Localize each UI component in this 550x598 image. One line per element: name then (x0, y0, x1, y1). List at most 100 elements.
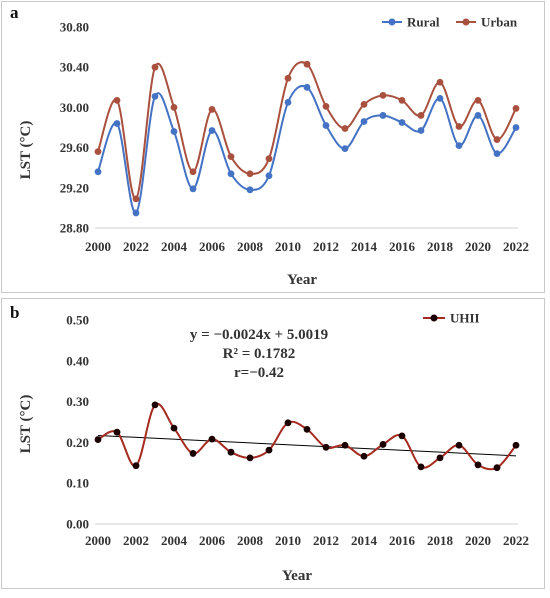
data-point-uhii-2012 (322, 443, 330, 451)
panel-b-x-tick-label: 2008 (237, 533, 264, 548)
data-point-rural-2022 (512, 124, 520, 131)
regression-equation: y = −0.0024x + 5.0019 (190, 327, 328, 343)
data-point-urban-2005 (189, 168, 197, 176)
data-point-rural-2021 (493, 150, 501, 158)
data-point-uhii-2010 (284, 419, 292, 427)
panel-a-y-ticks: 28.80 29.20 29.60 30.00 30.40 30.80 (60, 20, 89, 236)
data-point-rural-2001 (113, 120, 121, 127)
panel-a-xlabel: Year (287, 272, 317, 288)
data-point-rural-2009 (265, 172, 273, 180)
correlation-r: r=−0.42 (234, 365, 284, 381)
data-point-uhii-2016 (398, 432, 406, 440)
data-point-uhii-2004 (170, 424, 178, 432)
data-point-urban-2012 (322, 102, 330, 110)
data-point-rural-2008 (246, 186, 254, 194)
panel-b-x-tick-label: 2022 (503, 533, 529, 548)
panel-a-series (94, 60, 520, 217)
panel-b-y-ticks: 0.00 0.10 0.20 0.30 0.40 0.50 (66, 313, 89, 532)
data-point-uhii-2005 (189, 450, 197, 457)
data-point-urban-2000 (94, 148, 102, 156)
panel-b-x-tick-label: 2004 (161, 533, 188, 548)
panel-b-x-tick-label: 2014 (351, 533, 378, 548)
panel-b-label: b (10, 303, 19, 322)
data-point-uhii-2002 (132, 462, 140, 470)
data-point-urban-2009 (265, 155, 273, 163)
panel-a-y-tick-label: 29.20 (60, 180, 89, 195)
panel-a-label: a (10, 3, 19, 22)
panel-b-y-tick-label: 0.40 (66, 353, 89, 368)
panel-a-legend: Rural Urban (382, 15, 518, 30)
data-point-urban-2022 (512, 105, 520, 112)
data-point-urban-2008 (246, 170, 254, 178)
panel-a-y-tick-label: 29.60 (60, 140, 89, 155)
data-point-urban-2010 (284, 74, 292, 82)
panel-b-x-ticks: 2000 2002 2004 2006 2008 2010 2012 2014 2016 2018… (85, 533, 529, 548)
data-point-uhii-2022 (512, 441, 520, 449)
panel-a-x-tick-label: 2014 (351, 239, 378, 254)
data-point-rural-2011 (303, 83, 311, 91)
panel-a-x-tick-label: 2018 (427, 239, 454, 254)
data-point-rural-2014 (360, 118, 368, 125)
data-point-urban-2013 (341, 125, 349, 132)
panel-a-frame (1, 1, 545, 293)
r-squared: R² = 0.1782 (223, 346, 296, 362)
panel-b-frame (1, 298, 545, 589)
data-point-rural-2017 (417, 127, 425, 134)
legend-rural-label: Rural (407, 15, 440, 30)
data-point-rural-2007 (227, 170, 235, 178)
panel-a-x-tick-label: 2012 (313, 239, 339, 254)
panel-a-x-tick-label: 2022 (123, 239, 149, 254)
legend-urban: Urban (456, 15, 518, 30)
panel-a-x-tick-label: 2016 (389, 239, 416, 254)
data-point-urban-2020 (474, 96, 482, 104)
data-point-rural-2010 (284, 98, 292, 106)
legend-rural: Rural (382, 15, 440, 30)
panel-b-annotations: y = −0.0024x + 5.0019 R² = 0.1782 r=−0.4… (190, 327, 328, 381)
data-point-rural-2015 (379, 112, 387, 119)
panel-a-x-tick-label: 2022 (503, 239, 529, 254)
panel-b-x-tick-label: 2018 (427, 533, 454, 548)
data-point-rural-2002 (132, 209, 140, 217)
data-point-uhii-2001 (113, 428, 121, 436)
data-point-urban-2003 (151, 63, 159, 71)
panel-a-x-tick-label: 2000 (85, 239, 111, 254)
data-point-rural-2012 (322, 122, 330, 129)
panel-b-y-tick-label: 0.50 (66, 313, 89, 328)
data-point-uhii-2009 (265, 446, 273, 454)
data-point-urban-2007 (227, 153, 235, 161)
data-point-urban-2018 (436, 78, 444, 86)
data-point-uhii-2015 (379, 441, 387, 448)
data-point-rural-2016 (398, 119, 406, 126)
panel-b-x-tick-label: 2016 (389, 533, 416, 548)
panel-b-x-tick-label: 2002 (123, 533, 149, 548)
panel-b-x-tick-label: 2012 (313, 533, 339, 548)
panel-b-series (94, 401, 520, 472)
panel-b-x-tick-label: 2010 (275, 533, 301, 548)
data-point-urban-2001 (113, 96, 121, 104)
data-point-rural-2013 (341, 145, 349, 153)
data-point-urban-2017 (417, 112, 425, 119)
panel-b-legend: UHII (423, 311, 480, 326)
panel-b-y-tick-label: 0.30 (66, 394, 89, 409)
panel-a-y-tick-label: 30.00 (60, 100, 89, 115)
data-point-urban-2011 (303, 60, 311, 68)
data-point-uhii-2000 (94, 436, 102, 443)
panel-b-x-tick-label: 2000 (85, 533, 111, 548)
data-point-uhii-2011 (303, 425, 311, 433)
panel-a-ylabel: LST (°C) (18, 121, 34, 180)
data-point-rural-2005 (189, 185, 197, 193)
data-point-urban-2019 (455, 123, 463, 130)
data-point-urban-2016 (398, 96, 406, 104)
data-point-rural-2000 (94, 168, 102, 176)
data-point-urban-2006 (208, 106, 216, 113)
data-point-uhii-2006 (208, 435, 216, 443)
data-point-uhii-2007 (227, 448, 235, 456)
panel-b-y-tick-label: 0.00 (66, 517, 89, 532)
data-point-uhii-2018 (436, 454, 444, 462)
data-point-urban-2002 (132, 195, 140, 203)
data-point-uhii-2003 (151, 401, 159, 409)
legend-urban-label: Urban (481, 15, 518, 30)
data-point-uhii-2017 (417, 463, 425, 471)
